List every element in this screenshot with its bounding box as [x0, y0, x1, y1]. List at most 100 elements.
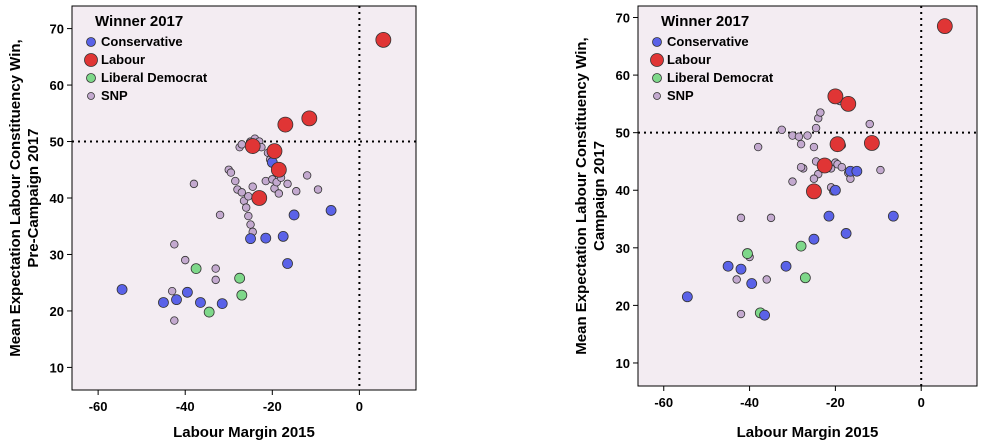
data-point-labour [375, 31, 392, 48]
data-point-snp [816, 108, 825, 117]
y-axis-title-line-1: Mean Expectation Labour Constituency Win… [7, 39, 24, 356]
x-axis-title: Labour Margin 2015 [173, 424, 315, 441]
data-point-labour [806, 183, 822, 200]
data-point-conservative [887, 210, 899, 222]
data-point-conservative [722, 260, 734, 272]
data-point-snp [170, 316, 179, 325]
data-point-snp [241, 203, 251, 212]
data-point-conservative [759, 309, 770, 321]
x-tick-label: -60 [654, 395, 673, 410]
chart-svg-campaign: 10 20 30 40 50 60 70 -60 -40 -20 0 Labour Margin 20… [573, 5, 978, 441]
y-tick-label: 30 [616, 241, 630, 256]
data-point-conservative [780, 260, 792, 272]
data-point-conservative [829, 184, 841, 196]
legend-label-labour: Labour [667, 52, 711, 67]
data-point-snp [189, 179, 199, 189]
y-tick-label: 50 [50, 135, 64, 150]
data-point-snp [876, 165, 885, 175]
data-point-snp [865, 119, 874, 129]
data-point-liberal-democrat [236, 289, 248, 301]
legend-marker-labour [650, 53, 664, 67]
data-point-snp [231, 176, 240, 186]
data-point-conservative [808, 233, 820, 245]
y-axis-title-line-2: Pre-Campaign 2017 [25, 128, 42, 267]
data-point-conservative [681, 291, 693, 303]
y-tick-label: 30 [50, 247, 64, 262]
scatter-chart-campaign: 10 20 30 40 50 60 70 -60 -40 -20 0 Labour Margin 20… [572, 0, 981, 445]
legend-marker-conservative [86, 37, 96, 47]
chart-svg-pre-campaign: 10 20 30 40 50 60 70 -60 -40 -20 0 Labour Margin 20… [7, 5, 417, 441]
data-point-snp [237, 188, 247, 197]
x-axis-title: Labour Margin 2015 [737, 424, 879, 441]
data-point-snp [811, 123, 821, 133]
data-point-snp [794, 132, 804, 141]
plot-area [637, 5, 978, 387]
data-point-conservative [277, 230, 289, 242]
data-point-conservative [116, 284, 128, 295]
legend-label-labour: Labour [101, 52, 145, 67]
data-point-snp [809, 174, 819, 183]
y-tick-label: 40 [616, 183, 630, 198]
data-point-snp [732, 275, 741, 284]
y-axis-title-line-1: Mean Expectation Labour Constituency Win… [573, 37, 590, 354]
y-tick-label: 10 [616, 356, 630, 371]
y-tick-label: 50 [616, 126, 630, 141]
data-point-conservative [158, 297, 169, 308]
data-point-labour [301, 110, 318, 127]
data-point-labour [270, 161, 287, 178]
y-tick-label: 10 [50, 360, 64, 375]
legend-marker-liberal-democrat [652, 73, 662, 83]
data-point-liberal-democrat [190, 263, 202, 274]
data-point-snp [244, 192, 253, 201]
data-point-labour [829, 136, 846, 153]
data-point-snp [796, 163, 806, 172]
data-point-snp [762, 275, 771, 284]
legend-marker-snp [87, 92, 95, 100]
data-point-conservative [735, 263, 747, 275]
x-tick-label: -40 [176, 399, 195, 414]
data-point-snp [181, 255, 190, 265]
legend-marker-snp [653, 92, 661, 100]
data-point-snp [736, 213, 746, 223]
y-tick-label: 70 [50, 22, 64, 37]
y-tick-label: 20 [616, 298, 630, 313]
data-point-snp [777, 125, 786, 134]
data-point-snp [292, 187, 301, 196]
y-tick-label: 60 [616, 68, 630, 83]
data-point-conservative [195, 297, 206, 308]
data-point-liberal-democrat [234, 272, 246, 284]
data-point-conservative [851, 165, 863, 177]
data-point-labour [816, 157, 833, 174]
x-tick-label: -20 [826, 395, 845, 410]
data-point-conservative [216, 298, 228, 310]
data-point-snp [803, 131, 812, 140]
data-point-labour [863, 135, 880, 151]
data-point-conservative [171, 294, 182, 306]
data-point-conservative [181, 286, 193, 298]
data-point-snp [809, 142, 819, 152]
y-tick-label: 20 [50, 304, 64, 319]
data-point-conservative [245, 233, 256, 245]
data-point-snp [766, 213, 776, 223]
data-point-snp [837, 163, 847, 172]
x-tick-label: 0 [356, 399, 363, 414]
data-point-liberal-democrat [203, 306, 215, 318]
data-point-liberal-democrat [795, 240, 807, 252]
legend-label-liberal-democrat: Liberal Democrat [101, 70, 208, 85]
data-point-snp [313, 185, 323, 194]
legend-label-conservative: Conservative [667, 34, 749, 49]
data-point-conservative [840, 228, 852, 239]
data-point-snp [226, 168, 236, 177]
legend-label-conservative: Conservative [101, 34, 183, 49]
y-tick-label: 40 [50, 191, 64, 206]
data-point-conservative [260, 232, 272, 244]
data-point-labour [827, 88, 844, 105]
legend-label-snp: SNP [667, 88, 694, 103]
data-point-snp [215, 210, 225, 220]
data-point-snp [211, 275, 220, 285]
x-tick-label: -20 [263, 399, 282, 414]
data-point-snp [283, 179, 292, 189]
scatter-chart-pre-campaign: 10 20 30 40 50 60 70 -60 -40 -20 0 Labour Margin 20… [0, 0, 490, 445]
data-point-labour [251, 190, 268, 206]
data-point-snp [736, 309, 746, 319]
